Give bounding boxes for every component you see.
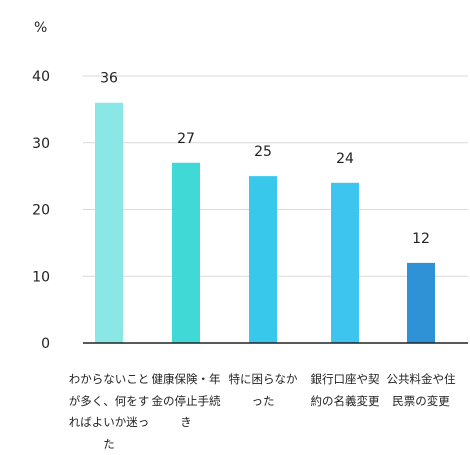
bar (249, 176, 277, 343)
x-tick-label: 銀行口座や契約の名義変更 (310, 372, 380, 408)
y-tick-label: 40 (32, 69, 50, 85)
data-label: 25 (254, 144, 272, 160)
y-axis-unit: % (34, 20, 48, 36)
data-label: 27 (177, 131, 195, 147)
bar (331, 182, 359, 343)
data-label: 36 (100, 71, 118, 87)
bar (95, 102, 123, 343)
y-tick-label: 10 (32, 269, 50, 285)
bar (172, 162, 200, 343)
data-label: 12 (412, 231, 430, 247)
x-tick-label: 公共料金や住民票の変更 (386, 372, 456, 408)
y-tick-label: 20 (32, 203, 50, 219)
x-tick-label: わからないことが多く、何をすればよいか迷った (68, 372, 150, 451)
bar (407, 262, 435, 343)
y-tick-label: 30 (32, 136, 50, 152)
x-tick-label: 特に困らなかった (228, 372, 298, 408)
y-tick-label: 0 (41, 336, 50, 352)
x-tick-label: 健康保険・年金の停止手続き (151, 372, 221, 429)
data-label: 24 (336, 151, 354, 167)
